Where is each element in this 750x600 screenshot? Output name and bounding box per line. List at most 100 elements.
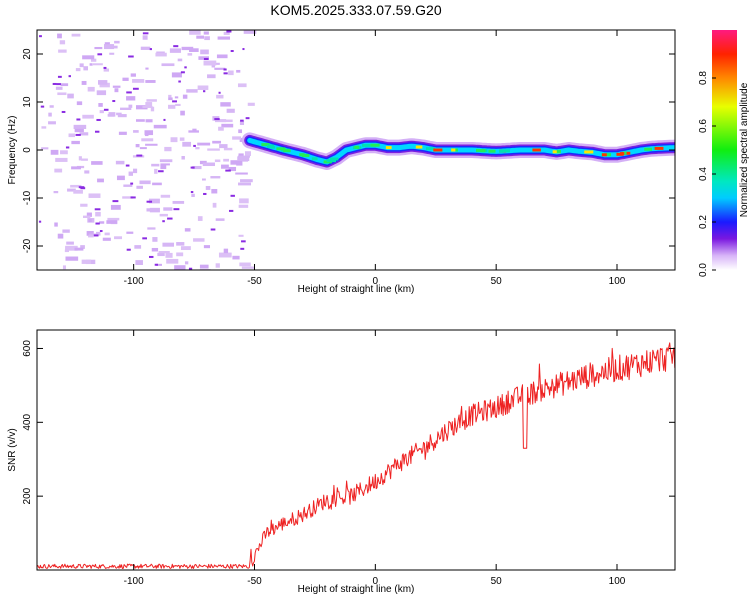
noise-core	[190, 166, 195, 169]
noise-blob	[218, 126, 224, 131]
noise-blob	[228, 70, 234, 76]
noise-blob	[71, 140, 80, 145]
noise-core	[94, 208, 101, 211]
noise-blob	[136, 185, 143, 189]
noise-blob	[184, 261, 189, 265]
noise-core	[203, 90, 206, 93]
noise-blob	[166, 258, 179, 264]
snr-x-label: Height of straight line (km)	[298, 584, 415, 595]
noise-blob	[202, 162, 215, 167]
noise-core	[172, 100, 177, 103]
noise-blob	[175, 103, 181, 106]
noise-blob	[103, 44, 115, 50]
noise-blob	[236, 160, 243, 166]
noise-blob	[223, 147, 233, 151]
noise-core	[65, 146, 70, 149]
noise-blob	[57, 92, 67, 96]
noise-blob	[134, 245, 142, 249]
noise-blob	[80, 203, 88, 207]
noise-blob	[65, 246, 73, 250]
noise-blob	[60, 83, 69, 87]
noise-blob	[114, 88, 119, 93]
ridge-hotspot	[301, 153, 310, 157]
noise-core	[230, 194, 235, 197]
noise-blob	[189, 30, 201, 35]
noise-blob	[83, 215, 91, 218]
noise-core	[146, 200, 153, 203]
noise-blob	[221, 119, 233, 123]
noise-blob	[57, 33, 62, 39]
noise-blob	[106, 220, 118, 224]
noise-blob	[50, 149, 59, 155]
noise-blob	[139, 147, 147, 150]
noise-blob	[239, 262, 251, 267]
noise-core	[240, 247, 245, 250]
noise-blob	[197, 85, 209, 90]
colorbar-label: Normalized spectral amplitude	[739, 82, 750, 217]
noise-blob	[62, 265, 66, 270]
noise-core	[228, 209, 234, 212]
noise-blob	[53, 191, 59, 194]
noise-core	[96, 118, 101, 121]
noise-blob	[78, 156, 82, 161]
noise-blob	[212, 140, 222, 144]
noise-blob	[126, 231, 134, 234]
noise-core	[99, 230, 103, 233]
noise-blob	[153, 124, 167, 129]
noise-blob	[180, 246, 191, 251]
noise-blob	[195, 147, 200, 150]
noise-blob	[164, 146, 172, 152]
noise-blob	[158, 251, 170, 254]
ridge-hotspot	[532, 148, 541, 152]
noise-core	[56, 83, 61, 86]
noise-blob	[145, 143, 158, 146]
noise-blob	[114, 236, 123, 240]
noise-blob	[160, 165, 167, 170]
noise-blob	[74, 247, 84, 251]
noise-core	[154, 263, 158, 266]
noise-blob	[214, 119, 227, 123]
noise-blob	[58, 49, 67, 53]
noise-blob	[126, 96, 136, 101]
noise-blob	[91, 161, 103, 165]
noise-blob	[139, 180, 151, 185]
colorbar: 0.0 0.2 0.4 0.6 0.8 Normalized spectral ampl…	[698, 30, 750, 277]
noise-core	[126, 248, 131, 251]
spectrogram-x-tick-label: -50	[247, 276, 262, 287]
noise-blob	[151, 247, 159, 252]
noise-blob	[223, 158, 229, 162]
noise-blob	[130, 73, 136, 77]
noise-blob	[211, 64, 216, 68]
noise-core	[203, 192, 207, 195]
noise-core	[112, 100, 116, 103]
spectrogram-x-label: Height of straight line (km)	[298, 284, 415, 295]
noise-blob	[238, 182, 251, 186]
noise-blob	[145, 102, 153, 107]
noise-blob	[192, 128, 197, 131]
noise-blob	[144, 131, 149, 137]
noise-core	[158, 170, 164, 173]
noise-blob	[238, 204, 249, 208]
spectrogram-marks	[38, 30, 675, 270]
noise-blob	[116, 112, 122, 116]
noise-core	[148, 255, 154, 258]
noise-blob	[218, 252, 232, 258]
noise-blob	[74, 128, 84, 133]
noise-blob	[54, 222, 58, 227]
ridge-hotspot	[601, 153, 607, 157]
noise-blob	[107, 113, 115, 117]
noise-blob	[71, 33, 81, 37]
noise-blob	[212, 202, 217, 208]
noise-blob	[237, 83, 247, 88]
noise-core	[80, 187, 86, 190]
noise-blob	[243, 30, 257, 34]
noise-blob	[238, 153, 244, 158]
ridge-hotspot	[552, 150, 561, 154]
noise-blob	[174, 96, 179, 99]
noise-blob	[238, 129, 243, 134]
noise-blob	[145, 80, 156, 83]
noise-blob	[68, 133, 75, 138]
noise-blob	[96, 90, 107, 96]
noise-blob	[141, 138, 154, 142]
noise-blob	[216, 54, 228, 59]
